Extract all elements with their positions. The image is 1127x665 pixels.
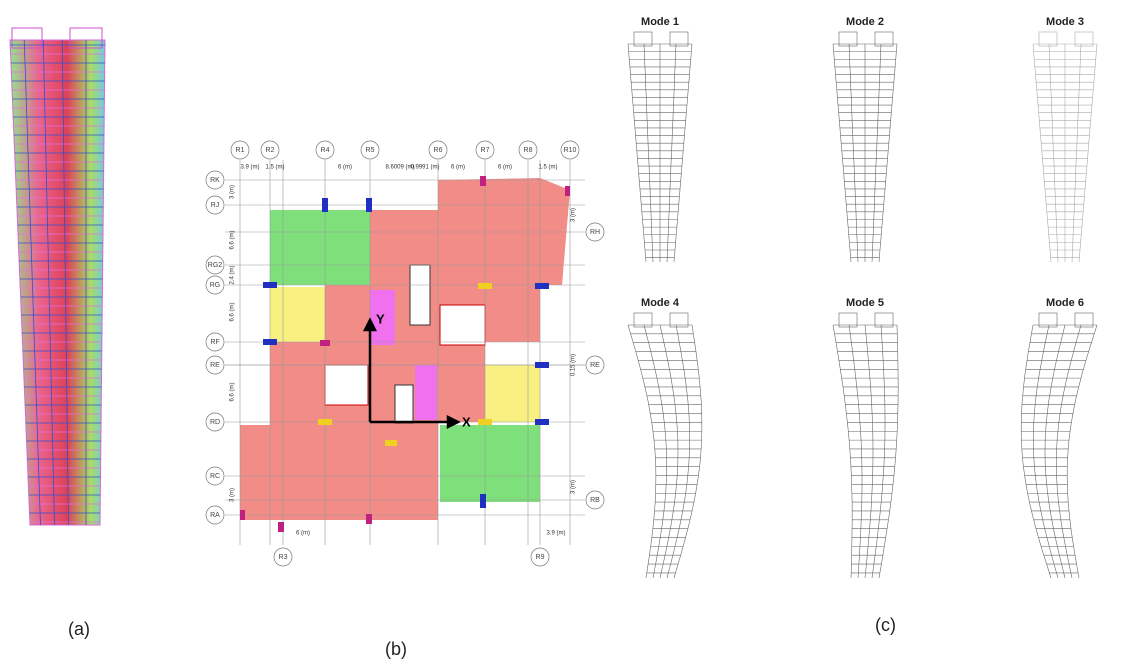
column-line (674, 44, 692, 262)
dimension: 3 (m) (571, 208, 577, 222)
zone (270, 210, 370, 285)
grid-label: R2 (266, 147, 275, 154)
mode-shapes: Mode 1 Mode 2 Mode 3 Mode 4 Mode 5 Mode 6 (628, 16, 1097, 578)
column-line (849, 325, 862, 578)
dimension: 3.9 (m) (240, 165, 259, 171)
column-line (1056, 325, 1081, 578)
grid-label: R7 (481, 147, 490, 154)
dimension: 3 (m) (571, 480, 577, 494)
dimension: 3 (m) (230, 185, 236, 199)
tower-wireframe (628, 32, 692, 262)
column-line (833, 44, 851, 262)
column-line (833, 325, 852, 578)
zone (485, 365, 540, 422)
grid-label: R1 (236, 147, 245, 154)
tower-wireframe (628, 313, 702, 578)
dimension: 6 (m) (296, 531, 310, 537)
panel-label: (a) (68, 619, 90, 639)
column-line (667, 325, 690, 578)
column-line (872, 325, 885, 578)
grid-label: RK (210, 177, 220, 184)
mode-title: Mode 1 (641, 16, 679, 28)
axis-label: Y (376, 311, 385, 326)
dimension: 6 (m) (451, 165, 465, 171)
dimension: 3 (m) (230, 488, 236, 502)
panel-label: (c) (875, 615, 896, 635)
dimension: 1.5 (m) (265, 165, 284, 171)
grid-label: R8 (524, 147, 533, 154)
column-line (644, 325, 667, 578)
column-line (1067, 325, 1097, 578)
tower-wireframe (833, 32, 897, 262)
dimension: 0.9991 (m) (410, 165, 439, 171)
tower-wireframe (833, 313, 898, 578)
column-line (667, 44, 676, 262)
dimension: 0.15 (m) (571, 354, 577, 376)
grid-label: RD (210, 419, 220, 426)
column-line (849, 44, 858, 262)
column-line (628, 325, 656, 578)
column-line (1079, 44, 1097, 262)
tower-wireframe (1021, 313, 1097, 578)
zone (440, 425, 540, 502)
floor-plan: R1 R2 R4 R5 R6 R7 R8 R10 RK RJ RG2 RG RF RE RD RC RA RH RE… (206, 141, 604, 566)
grid-label: RE (210, 362, 220, 369)
grid-label: R3 (279, 554, 288, 561)
column-line (872, 44, 881, 262)
column-line (1045, 325, 1065, 578)
dimension: 6.6 (m) (230, 302, 236, 321)
column-line (1049, 44, 1058, 262)
dimension: 6.6 (m) (230, 230, 236, 249)
column-line (865, 325, 873, 578)
column-line (644, 44, 653, 262)
dimension: 3.9 (m) (546, 531, 565, 537)
tower-model (10, 28, 105, 525)
panel-label: (b) (385, 639, 407, 659)
dimension: 6 (m) (498, 165, 512, 171)
column-line (879, 44, 897, 262)
figure: R1 R2 R4 R5 R6 R7 R8 R10 RK RJ RG2 RG RF RE RD RC RA RH RE… (0, 0, 1127, 660)
grid-label: R4 (321, 147, 330, 154)
grid-label: RH (590, 229, 600, 236)
mode-title: Mode 2 (846, 16, 884, 28)
column-line (879, 325, 898, 578)
dimension: 1.5 (m) (538, 165, 557, 171)
grid-label: R9 (536, 554, 545, 561)
mode-title: Mode 3 (1046, 16, 1084, 28)
dimension: 6 (m) (338, 165, 352, 171)
column-line (1033, 44, 1051, 262)
column-line (660, 325, 678, 578)
dimension: 2.4 (m) (230, 265, 236, 284)
grid-label: RG2 (208, 262, 223, 269)
tower-wireframe (1033, 32, 1097, 262)
grid-label: RE (590, 362, 600, 369)
column-line (1072, 44, 1081, 262)
grid-label: R10 (564, 147, 577, 154)
mode-title: Mode 4 (641, 297, 680, 309)
column-line (628, 44, 646, 262)
mode-title: Mode 6 (1046, 297, 1084, 309)
grid-label: RG (210, 282, 221, 289)
mode-title: Mode 5 (846, 297, 884, 309)
grid-label: RA (210, 512, 220, 519)
grid-label: R6 (434, 147, 443, 154)
grid-label: RF (210, 339, 219, 346)
column-line (1033, 325, 1058, 578)
axis-label: X (462, 414, 471, 429)
dimension: 6.6 (m) (230, 382, 236, 401)
grid-label: RB (590, 497, 600, 504)
grid-label: R5 (366, 147, 375, 154)
grid-label: RC (210, 473, 220, 480)
column-line (1021, 325, 1051, 578)
grid-label: RJ (211, 202, 220, 209)
zone (270, 287, 325, 342)
